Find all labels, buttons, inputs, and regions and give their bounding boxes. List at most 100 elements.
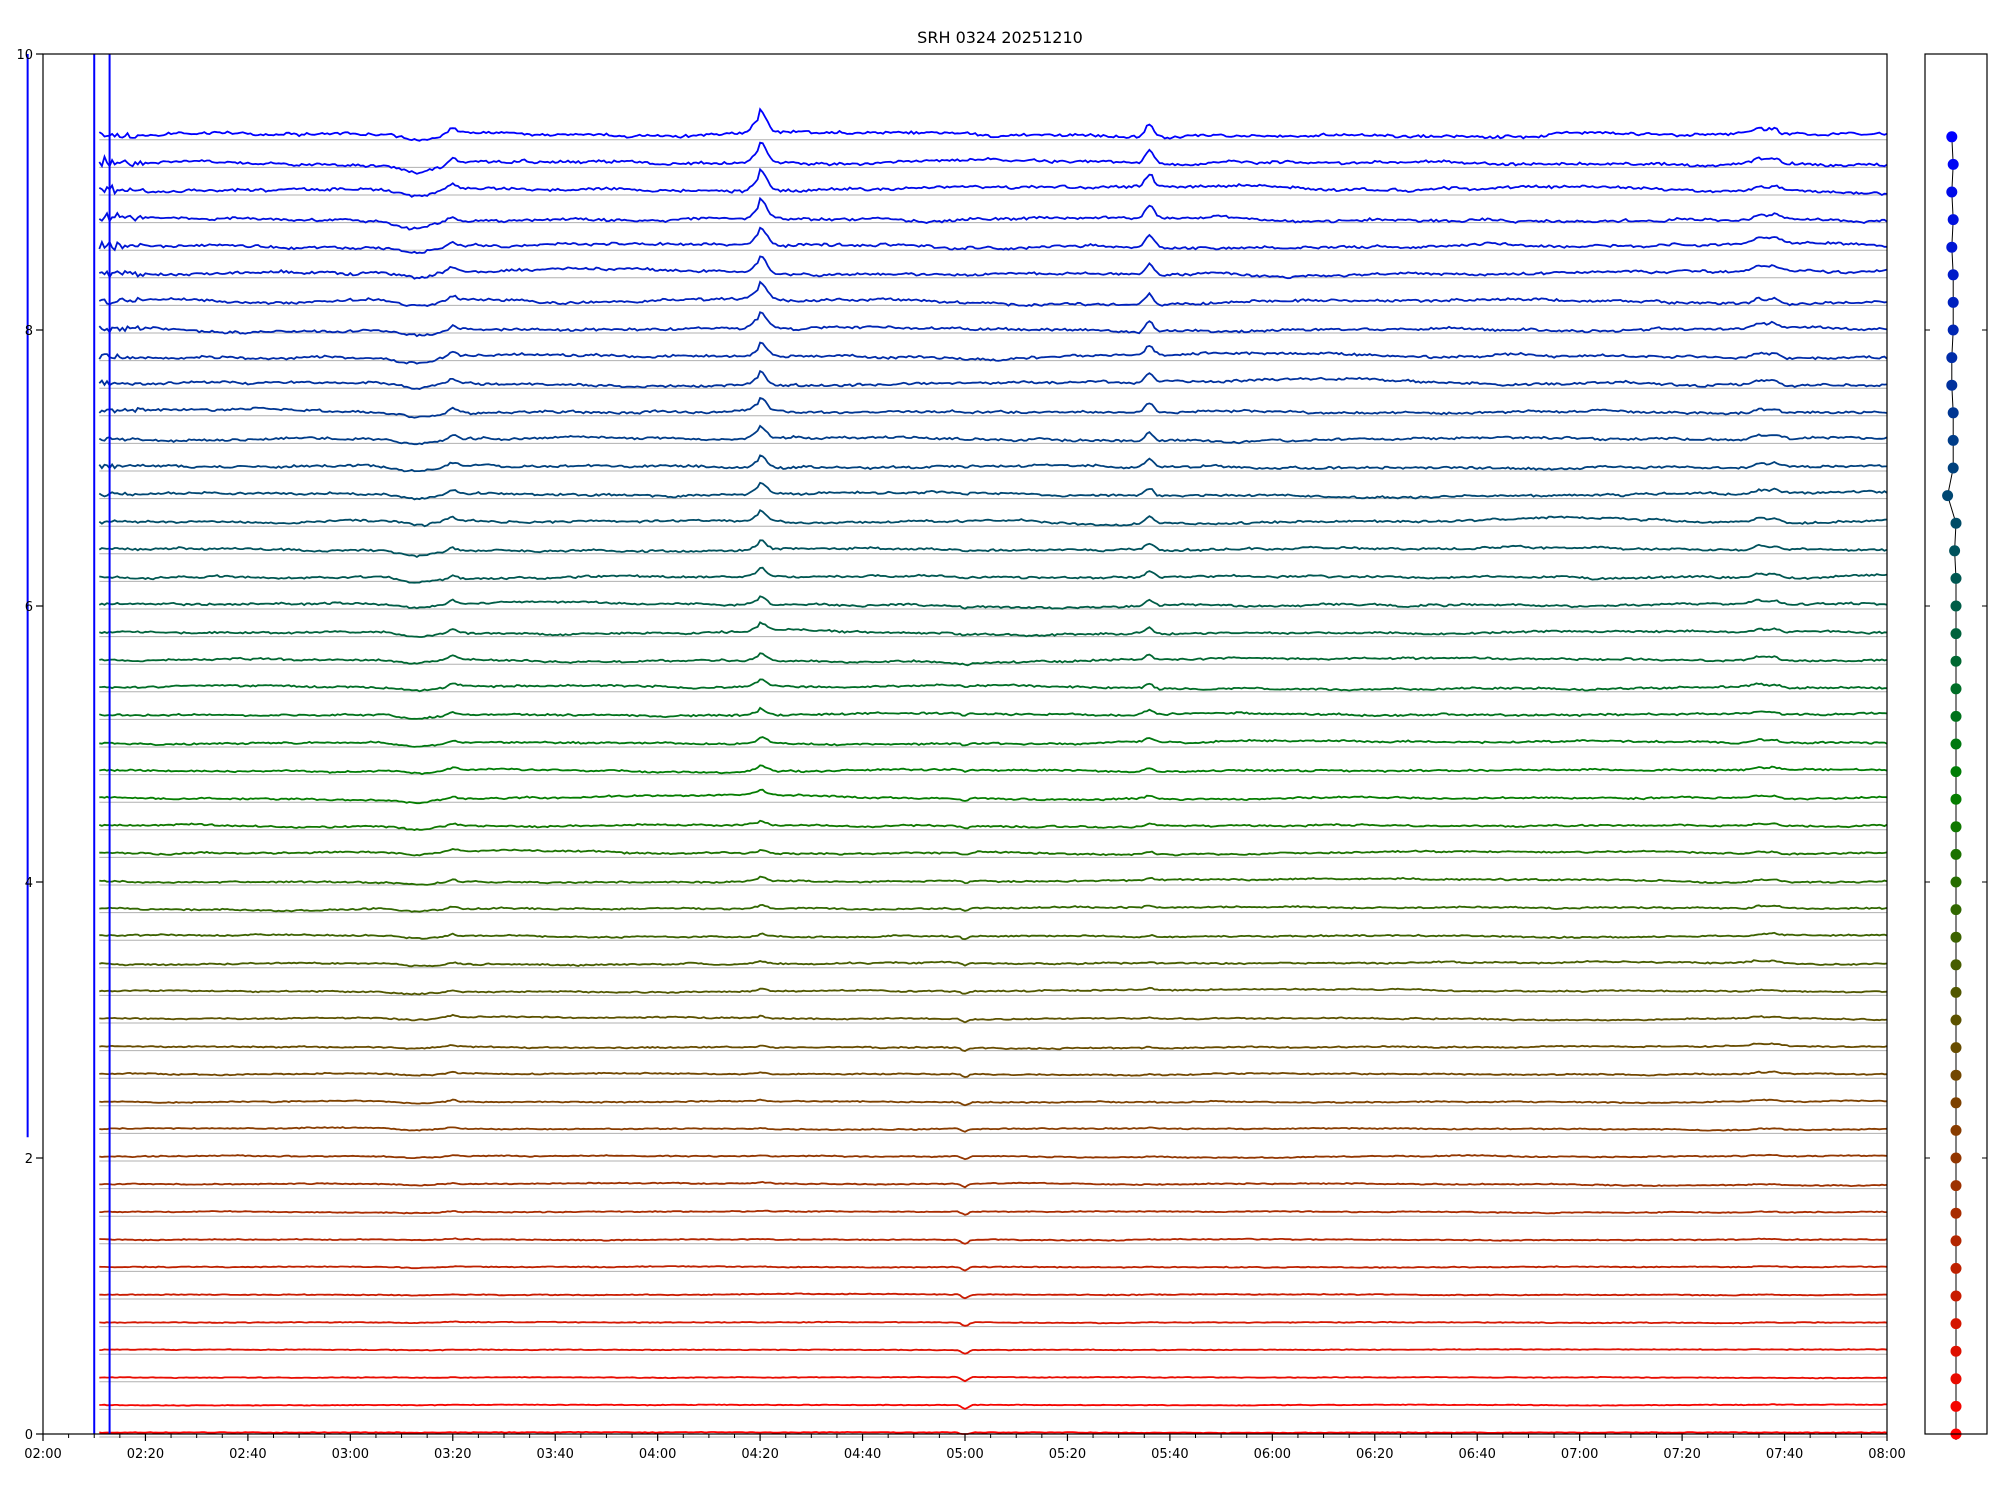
side-marker [1950,1235,1962,1247]
side-marker [1950,572,1962,584]
side-marker [1950,1345,1962,1357]
trace-line [99,652,1888,667]
trace-line [99,986,1888,996]
side-marker [1950,1069,1962,1081]
trace-line [98,196,1888,231]
x-tick-label: 05:20 [1049,1447,1086,1462]
x-tick-label: 07:00 [1561,1447,1598,1462]
x-tick-label: 05:00 [946,1447,983,1462]
side-marker [1946,131,1958,143]
side-panel [1925,53,1987,1440]
trace-line [99,1430,1888,1435]
side-marker [1950,876,1962,888]
x-tick-label: 02:00 [24,1447,61,1462]
side-marker [1950,931,1962,943]
side-marker [1950,1180,1962,1192]
side-marker [1950,793,1962,805]
x-tick-label: 04:00 [639,1447,676,1462]
trace-line [99,1042,1888,1052]
trace-line [98,226,1887,255]
trace-line [98,508,1888,528]
side-marker [1950,1318,1962,1330]
x-tick-label: 02:40 [229,1447,266,1462]
side-marker [1950,766,1962,778]
y-tick-label: 6 [25,600,33,615]
trace-line [99,1265,1888,1272]
x-tick-label: 03:20 [434,1447,471,1462]
side-marker [1950,904,1962,916]
trace-line [98,481,1888,501]
side-marker [1947,269,1959,281]
trace-line [99,1237,1888,1245]
x-tick-label: 06:20 [1356,1447,1393,1462]
trace-line [98,819,1888,831]
trace-line [98,280,1888,308]
side-marker [1946,186,1958,198]
trace-line [99,1013,1888,1024]
side-marker [1947,296,1959,308]
side-marker [1950,959,1962,971]
trace-line [99,255,1888,280]
x-tick-label: 06:40 [1458,1447,1495,1462]
side-marker [1950,655,1962,667]
side-marker [1950,1373,1962,1385]
trace-line [98,341,1888,365]
trace-line [98,369,1888,391]
trace-line [98,454,1887,473]
x-tick-label: 07:40 [1766,1447,1803,1462]
side-marker [1949,545,1961,557]
trace-line [99,1209,1887,1216]
x-tick-label: 04:20 [741,1447,778,1462]
x-tick-label: 05:40 [1151,1447,1188,1462]
side-marker [1950,1014,1962,1026]
trace-line [99,848,1888,857]
trace-line [99,1180,1888,1189]
side-marker [1947,324,1959,336]
side-marker [1950,848,1962,860]
side-marker [1950,1097,1962,1109]
trace-line [98,107,1888,142]
side-marker [1947,434,1959,446]
side-marker [1950,1152,1962,1164]
trace-line [99,621,1888,638]
x-axis: 02:00 02:20 02:40 03:00 03:20 03:40 04:00 04:20… [24,1434,1906,1462]
y-tick-label: 2 [25,1152,33,1167]
side-marker [1950,1262,1962,1274]
x-tick-label: 08:00 [1868,1447,1905,1462]
trace-line [98,424,1888,446]
y-tick-label: 0 [25,1428,33,1443]
side-marker [1950,683,1962,695]
side-marker [1947,407,1959,419]
x-tick-label: 07:20 [1663,1447,1700,1462]
trace-line [99,903,1888,913]
trace-line [98,167,1888,198]
trace-line [99,1320,1888,1327]
x-tick-label: 02:20 [127,1447,164,1462]
trace-line [99,678,1887,693]
main-plot-frame [42,53,1888,1435]
trace-line [99,931,1888,941]
trace-line [99,1153,1888,1161]
side-marker [1950,628,1962,640]
side-plot-frame [1924,53,1988,1435]
side-marker [1950,738,1962,750]
side-marker [1947,214,1959,226]
y-tick-label: 10 [16,48,33,63]
trace-line [98,141,1888,175]
baselines [99,139,1887,1438]
side-marker [1947,462,1959,474]
y-tick-label: 8 [25,324,33,339]
side-marker [1950,986,1962,998]
trace-line [98,595,1888,610]
y-axis: 0 2 4 6 8 10 [16,48,43,1443]
side-marker [1950,1124,1962,1136]
trace-line [98,311,1888,338]
side-marker [1946,379,1958,391]
y-tick-label: 4 [25,876,33,891]
x-tick-label: 04:40 [844,1447,881,1462]
trace-line [99,736,1888,748]
trace-line [98,396,1888,419]
side-marker [1947,158,1959,170]
trace-line [99,566,1888,584]
traces [26,54,1888,1435]
